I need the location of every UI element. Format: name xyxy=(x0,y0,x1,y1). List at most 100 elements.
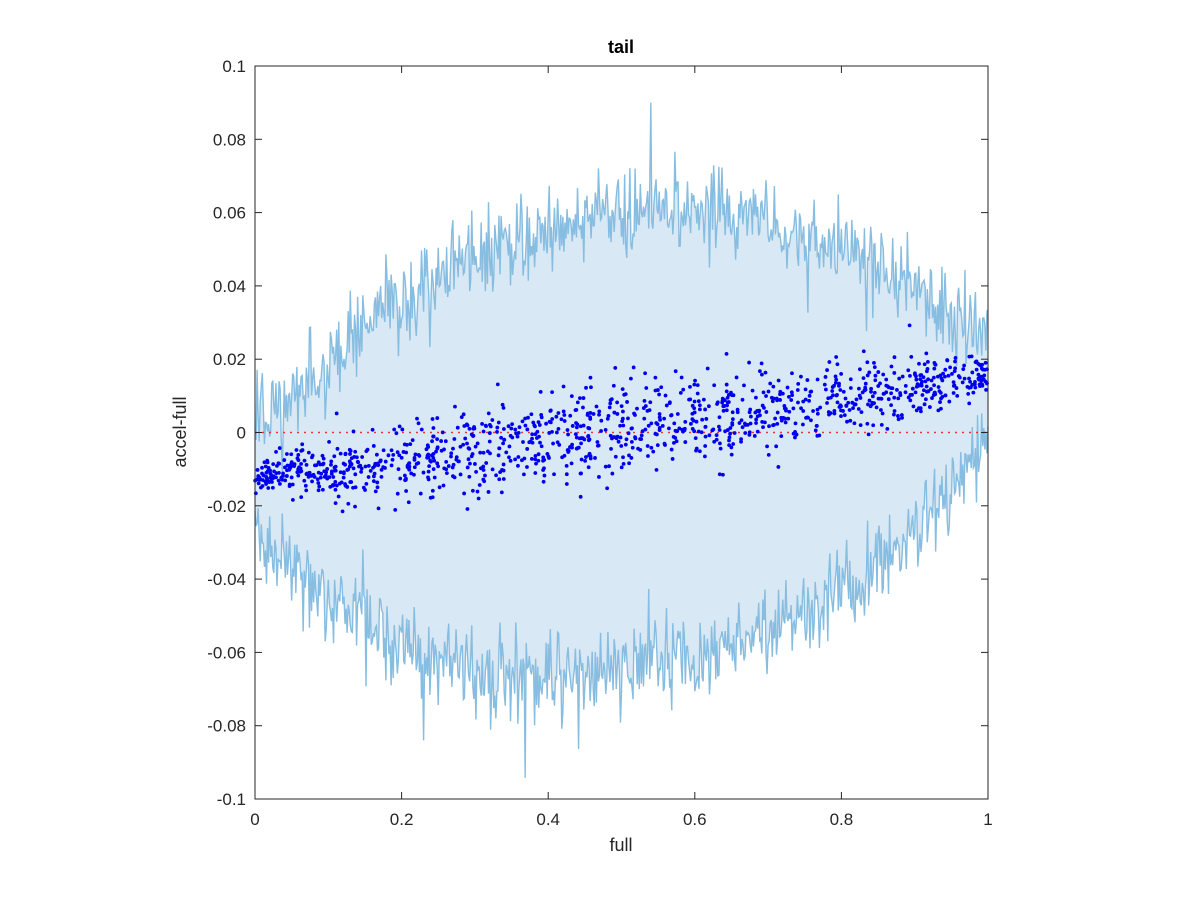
scatter-point xyxy=(754,421,758,425)
scatter-point xyxy=(789,390,794,395)
scatter-point xyxy=(896,396,901,401)
scatter-point xyxy=(426,477,431,482)
scatter-point xyxy=(830,389,835,393)
scatter-point xyxy=(455,425,460,430)
scatter-point xyxy=(432,475,437,480)
scatter-point xyxy=(838,388,843,392)
scatter-point xyxy=(623,442,628,447)
y-axis-label: accel-full xyxy=(170,396,190,467)
scatter-point xyxy=(846,400,851,405)
scatter-point xyxy=(906,368,911,373)
scatter-point xyxy=(755,429,760,434)
scatter-point xyxy=(833,380,838,385)
scatter-point xyxy=(534,461,538,466)
scatter-point xyxy=(376,506,381,511)
scatter-point xyxy=(655,432,659,437)
scatter-point xyxy=(892,371,897,375)
scatter-point xyxy=(971,390,976,395)
scatter-point xyxy=(328,484,333,489)
scatter-point xyxy=(926,377,931,382)
scatter-point xyxy=(631,365,636,370)
scatter-point xyxy=(690,426,695,431)
scatter-point xyxy=(565,448,570,452)
scatter-point xyxy=(755,414,760,419)
scatter-point xyxy=(694,419,699,424)
scatter-point xyxy=(277,461,281,466)
scatter-point xyxy=(404,489,409,493)
scatter-point xyxy=(526,415,530,420)
scatter-point xyxy=(843,396,848,401)
scatter-point xyxy=(908,398,913,403)
scatter-point xyxy=(353,449,358,454)
scatter-point xyxy=(458,444,463,449)
scatter-point xyxy=(277,470,281,475)
scatter-point xyxy=(348,480,353,484)
scatter-point xyxy=(734,375,739,380)
scatter-point xyxy=(533,457,538,462)
scatter-point xyxy=(697,407,702,412)
scatter-point xyxy=(834,393,839,398)
scatter-point xyxy=(714,437,719,442)
scatter-point xyxy=(872,390,877,395)
scatter-point xyxy=(535,436,539,440)
scatter-point xyxy=(669,447,674,452)
scatter-point xyxy=(589,385,593,390)
scatter-point xyxy=(276,478,281,483)
scatter-point xyxy=(886,397,891,402)
scatter-point xyxy=(873,378,878,383)
scatter-point xyxy=(739,418,744,423)
scatter-point xyxy=(621,409,625,414)
scatter-point xyxy=(723,429,728,434)
scatter-point xyxy=(536,420,541,425)
scatter-point xyxy=(760,372,764,377)
scatter-point xyxy=(357,464,361,469)
scatter-point xyxy=(980,362,985,367)
scatter-point xyxy=(546,454,551,459)
scatter-point xyxy=(348,448,353,453)
scatter-point xyxy=(936,408,941,413)
scatter-point xyxy=(285,474,289,478)
scatter-point xyxy=(304,488,309,493)
scatter-point xyxy=(562,413,567,417)
scatter-point xyxy=(729,452,734,457)
scatter-point xyxy=(815,411,820,416)
scatter-point xyxy=(295,470,300,475)
scatter-point xyxy=(688,397,693,402)
scatter-point xyxy=(865,373,870,378)
scatter-point xyxy=(607,464,611,469)
scatter-point xyxy=(480,422,484,426)
scatter-point xyxy=(882,391,887,396)
scatter-point xyxy=(338,470,343,475)
scatter-point xyxy=(255,468,260,472)
scatter-point xyxy=(471,434,475,438)
scatter-point xyxy=(761,425,765,430)
scatter-point xyxy=(473,462,477,466)
scatter-point xyxy=(674,439,679,444)
scatter-point xyxy=(860,390,865,395)
scatter-point xyxy=(581,396,586,400)
scatter-point xyxy=(412,465,417,470)
scatter-point xyxy=(885,426,890,431)
scatter-point xyxy=(910,386,915,391)
scatter-point xyxy=(979,366,984,371)
scatter-point xyxy=(874,405,879,410)
scatter-point xyxy=(470,488,475,493)
scatter-point xyxy=(462,491,467,496)
scatter-point xyxy=(569,461,574,466)
scatter-point xyxy=(801,409,806,413)
scatter-point xyxy=(310,479,314,484)
scatter-point xyxy=(977,375,982,380)
scatter-point xyxy=(667,426,671,431)
plot-area xyxy=(253,66,989,799)
scatter-point xyxy=(550,430,554,434)
scatter-point xyxy=(965,385,970,389)
y-tick-label: 0 xyxy=(237,424,246,443)
scatter-point xyxy=(439,439,444,443)
scatter-point xyxy=(579,457,584,462)
scatter-point xyxy=(461,442,466,447)
scatter-point xyxy=(640,429,645,434)
scatter-point xyxy=(343,451,348,456)
scatter-point xyxy=(506,424,511,429)
scatter-point xyxy=(574,446,579,451)
scatter-point xyxy=(766,389,771,394)
